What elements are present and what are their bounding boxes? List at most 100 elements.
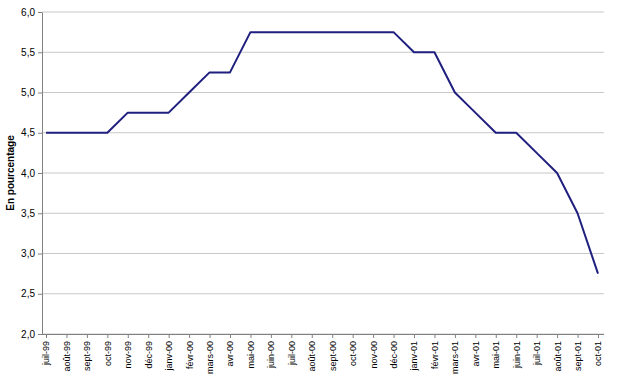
x-tick: janv-00 <box>164 334 174 372</box>
x-tick: oct-99 <box>103 334 113 366</box>
x-tick-mark <box>230 334 231 338</box>
x-tick-mark <box>578 334 579 338</box>
y-tick-label: 3,0 <box>21 248 35 259</box>
x-tick: mars-00 <box>205 334 215 374</box>
x-tick-mark <box>414 334 415 338</box>
y-tick-label: 2,5 <box>21 288 35 299</box>
x-tick-label: janv-01 <box>409 341 419 372</box>
y-tick-label: 4,5 <box>21 127 35 138</box>
y-tick: 4,0 <box>21 168 42 179</box>
y-tick: 3,0 <box>21 248 42 259</box>
x-tick-label: déc-99 <box>144 341 154 369</box>
x-tick-label: déc-00 <box>389 341 399 369</box>
x-tick-label: oct-99 <box>103 341 113 366</box>
x-tick-label: avr-00 <box>225 341 235 367</box>
grid-line <box>42 173 604 174</box>
grid-line <box>42 12 604 13</box>
x-tick-label: mars-00 <box>205 341 215 374</box>
x-tick-label: nov-00 <box>368 341 378 369</box>
x-tick-label: juil-01 <box>532 341 542 366</box>
x-tick: août-00 <box>307 334 317 372</box>
grid-line <box>42 213 604 214</box>
x-tick-label: oct-01 <box>593 341 603 366</box>
x-tick-mark <box>66 334 67 338</box>
x-tick-label: janv-00 <box>164 341 174 372</box>
x-tick-label: mai-01 <box>491 341 501 369</box>
x-tick: juil-00 <box>287 334 297 366</box>
grid-line <box>42 293 604 294</box>
y-tick-label: 5,5 <box>21 47 35 58</box>
x-tick-label: sept-01 <box>573 341 583 371</box>
x-tick: juin-01 <box>512 334 522 369</box>
x-tick: févr-01 <box>430 334 440 369</box>
x-tick: août-01 <box>552 334 562 372</box>
x-tick: sept-00 <box>328 334 338 371</box>
y-tick-mark <box>38 52 42 53</box>
x-tick-mark <box>189 334 190 338</box>
x-tick-mark <box>496 334 497 338</box>
grid-line <box>42 52 604 53</box>
x-tick-mark <box>312 334 313 338</box>
x-tick-label: juin-01 <box>512 341 522 369</box>
x-tick: déc-00 <box>389 334 399 369</box>
grid-line <box>42 92 604 93</box>
y-tick-mark <box>38 93 42 94</box>
x-tick: juil-01 <box>532 334 542 366</box>
x-tick-label: sept-00 <box>328 341 338 371</box>
x-tick-mark <box>250 334 251 338</box>
y-tick: 4,5 <box>21 127 42 138</box>
x-axis: juil-99août-99sept-99oct-99nov-99déc-99j… <box>41 334 604 374</box>
x-tick-label: août-00 <box>307 341 317 372</box>
y-tick: 5,5 <box>21 47 42 58</box>
x-tick-label: juil-00 <box>287 341 297 366</box>
x-tick-mark <box>434 334 435 338</box>
grid <box>42 12 604 334</box>
x-tick: avr-01 <box>471 334 481 367</box>
x-tick-label: juin-00 <box>266 341 276 369</box>
y-tick-mark <box>38 254 42 255</box>
x-tick-label: nov-99 <box>123 341 133 369</box>
x-tick-mark <box>332 334 333 338</box>
x-tick-mark <box>169 334 170 338</box>
y-tick: 5,0 <box>21 87 42 98</box>
x-tick-mark <box>271 334 272 338</box>
x-tick-mark <box>291 334 292 338</box>
x-tick-label: mars-01 <box>450 341 460 374</box>
y-tick-mark <box>38 294 42 295</box>
y-tick-label: 5,0 <box>21 87 35 98</box>
x-tick: janv-01 <box>409 334 419 372</box>
y-axis-title: En pourcentage <box>5 135 16 211</box>
chart: 2,02,53,03,54,04,55,05,56,0juil-99août-9… <box>0 0 624 382</box>
x-tick-label: avr-01 <box>471 341 481 367</box>
y-tick-mark <box>38 213 42 214</box>
y-tick-label: 2,0 <box>21 329 35 340</box>
y-tick: 6,0 <box>21 7 42 18</box>
x-tick-mark <box>373 334 374 338</box>
x-tick: nov-00 <box>368 334 378 369</box>
x-tick-mark <box>46 334 47 338</box>
x-tick: août-99 <box>62 334 72 372</box>
x-tick-mark <box>516 334 517 338</box>
x-tick-mark <box>394 334 395 338</box>
y-tick-mark <box>38 334 42 335</box>
x-tick: oct-00 <box>348 334 358 366</box>
x-tick-label: sept-99 <box>82 341 92 371</box>
x-tick-mark <box>455 334 456 338</box>
y-tick: 3,5 <box>21 208 42 219</box>
x-tick: nov-99 <box>123 334 133 369</box>
grid-line <box>42 334 604 335</box>
x-tick-mark <box>210 334 211 338</box>
x-tick: oct-01 <box>593 334 603 366</box>
y-axis: 2,0 2,5 3,0 3,5 4,0 4,5 5,0 5,5 6,0 <box>21 7 42 340</box>
x-tick: avr-00 <box>225 334 235 367</box>
y-tick-label: 3,5 <box>21 208 35 219</box>
x-tick-mark <box>128 334 129 338</box>
x-tick-mark <box>353 334 354 338</box>
line <box>46 32 598 274</box>
y-axis-line <box>42 13 43 335</box>
plot-area <box>46 32 598 274</box>
x-tick: déc-99 <box>144 334 154 369</box>
y-tick: 2,5 <box>21 288 42 299</box>
x-tick-mark <box>107 334 108 338</box>
y-tick-label: 4,0 <box>21 168 35 179</box>
